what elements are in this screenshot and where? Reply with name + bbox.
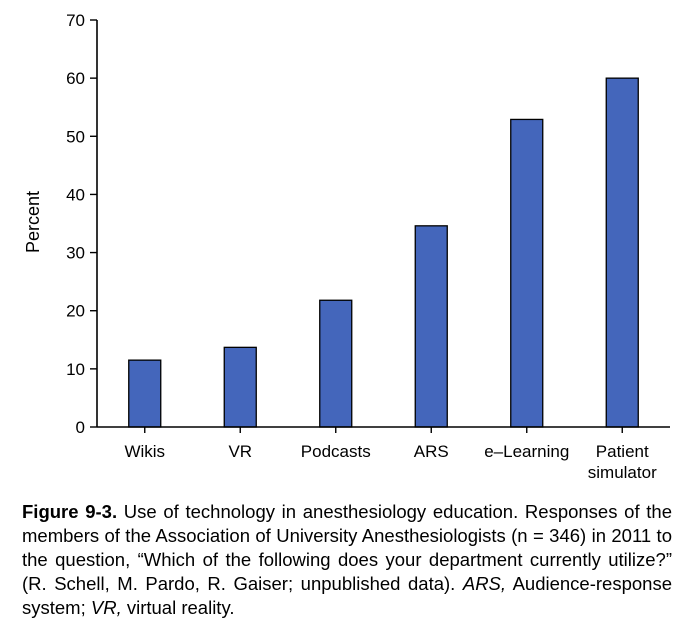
x-tick-label: VR — [228, 442, 252, 461]
y-tick-label: 30 — [66, 244, 85, 263]
bar — [605, 77, 639, 428]
bar — [128, 359, 162, 428]
y-tick-label: 20 — [66, 302, 85, 321]
x-tick-label: simulator — [588, 463, 657, 482]
y-tick-label: 40 — [66, 185, 85, 204]
bar — [510, 118, 544, 428]
x-tick-label: ARS — [414, 442, 449, 461]
x-tick-label: Patient — [596, 442, 649, 461]
bar — [414, 225, 448, 428]
abbrev-ars-def: Audience-response system; — [22, 573, 672, 618]
y-axis-title: Percent — [23, 191, 43, 253]
abbrev-ars-term: ARS, — [462, 573, 507, 594]
axes-group: 0 10 20 30 40 50 60 70 Wikis VR Podcasts ARS e–Learn… — [66, 11, 670, 482]
bar — [319, 299, 353, 428]
x-tick-label: Podcasts — [301, 442, 371, 461]
y-tick-label: 60 — [66, 69, 85, 88]
bar-chart: 0 10 20 30 40 50 60 70 Wikis VR Podcasts ARS e–Learn… — [23, 11, 670, 482]
bar — [223, 346, 257, 428]
bars-group — [128, 77, 639, 428]
caption-label: Figure 9-3. — [22, 501, 118, 522]
x-tick-label: Wikis — [124, 442, 165, 461]
y-tick-label: 50 — [66, 127, 85, 146]
figure-caption: Figure 9-3. Use of technology in anesthe… — [22, 500, 672, 620]
abbrev-vr-def: virtual reality. — [126, 597, 235, 618]
y-tick-label: 0 — [76, 418, 85, 437]
caption-text: Use of technology in anesthesiology educ… — [22, 501, 672, 594]
abbrev-vr-term: VR, — [90, 597, 122, 618]
y-tick-label: 10 — [66, 360, 85, 379]
y-tick-label: 70 — [66, 11, 85, 30]
x-tick-label: e–Learning — [484, 442, 569, 461]
